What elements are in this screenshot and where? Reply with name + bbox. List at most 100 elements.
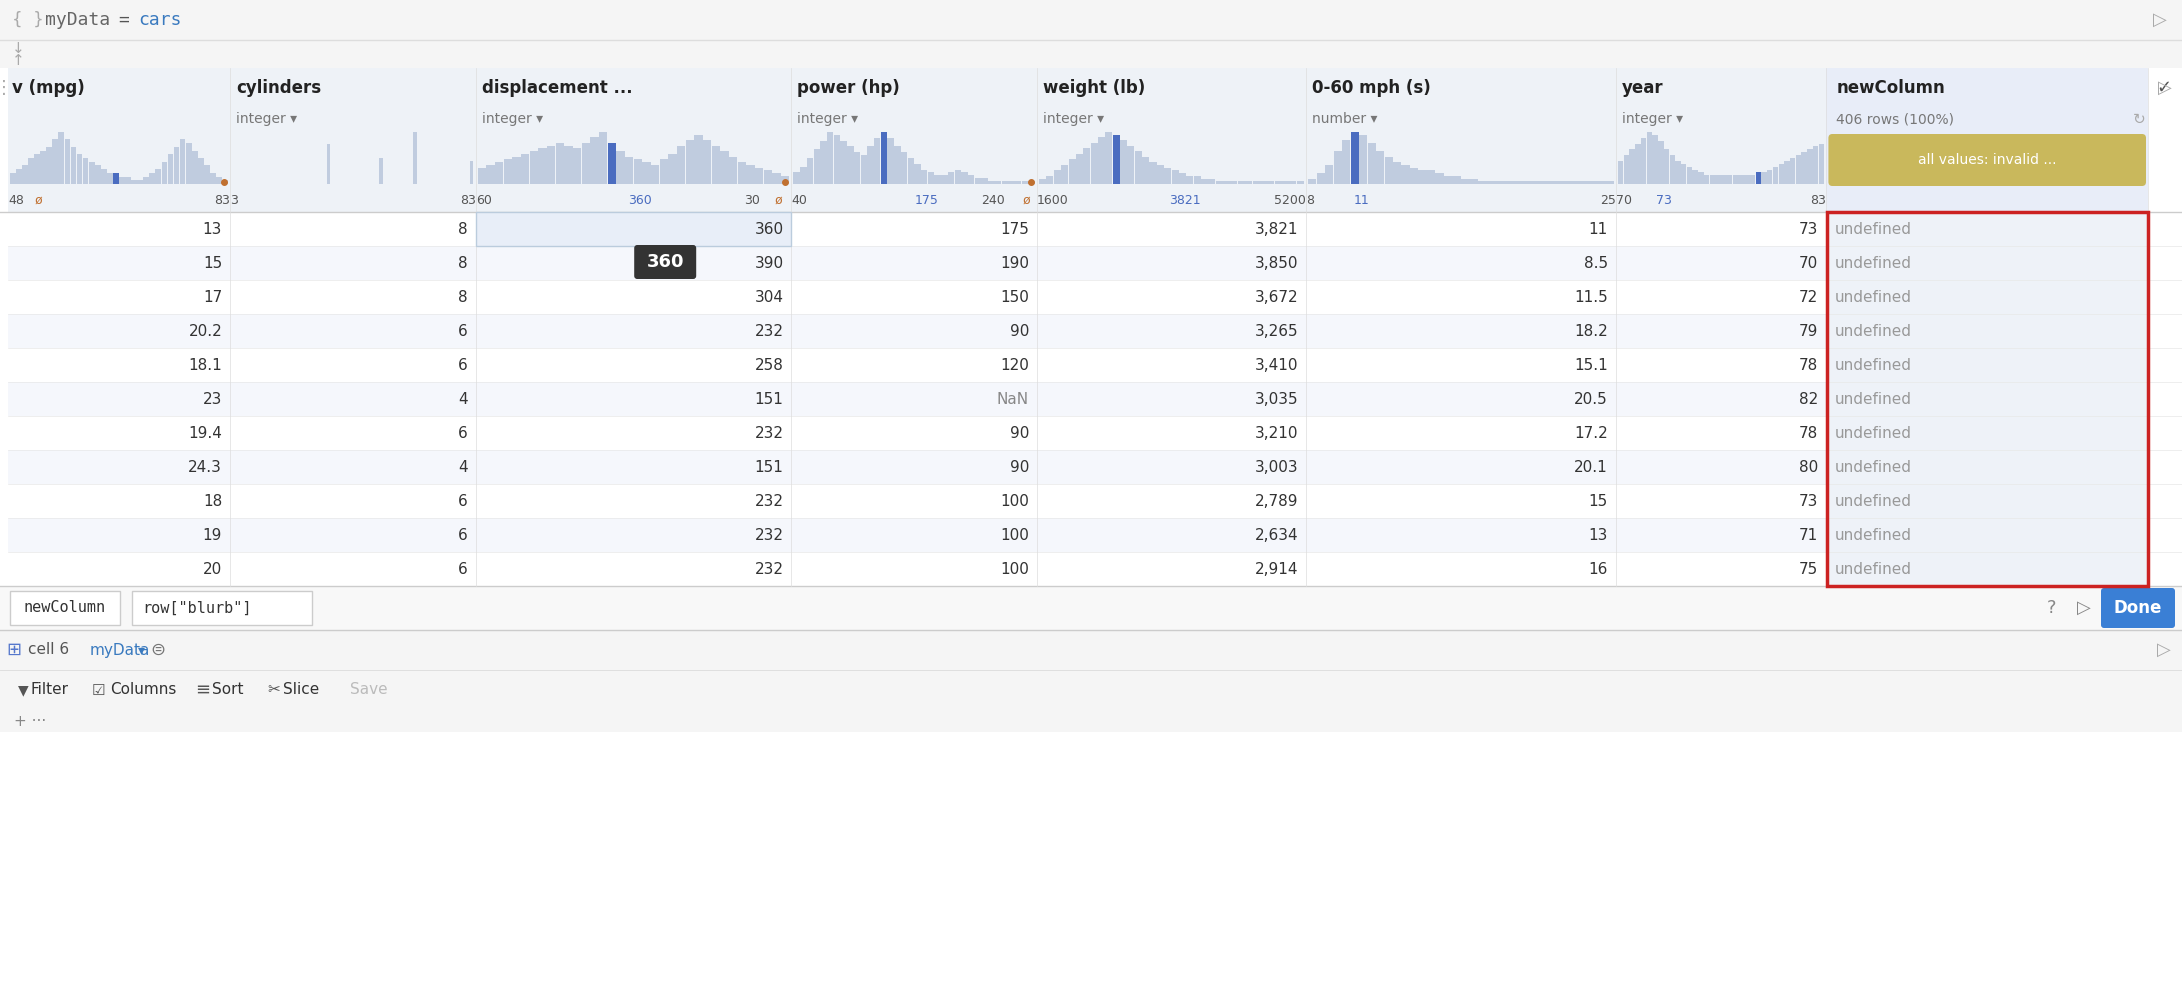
Text: undefined: undefined <box>1835 562 1911 576</box>
Text: 11.5: 11.5 <box>1573 290 1608 304</box>
Bar <box>738 162 746 184</box>
Bar <box>52 139 59 184</box>
Bar <box>947 173 954 184</box>
Text: Slice: Slice <box>284 682 319 697</box>
Bar <box>11 173 15 184</box>
Bar <box>720 151 729 184</box>
Bar <box>1128 145 1135 184</box>
Text: 70: 70 <box>1800 255 1818 270</box>
Text: 8: 8 <box>458 222 467 237</box>
Bar <box>131 181 137 184</box>
Bar <box>694 135 703 184</box>
Text: 4: 4 <box>458 392 467 407</box>
Text: ø: ø <box>35 193 41 206</box>
Bar <box>1693 170 1698 184</box>
Text: v (mpg): v (mpg) <box>11 79 85 97</box>
Text: ⋮: ⋮ <box>0 79 13 97</box>
Text: ▼: ▼ <box>17 683 28 697</box>
Bar <box>9 212 2038 246</box>
Bar <box>1486 182 1495 184</box>
Bar <box>11 591 120 625</box>
Bar <box>46 147 52 184</box>
Bar <box>676 145 685 184</box>
Text: ?: ? <box>2047 599 2058 617</box>
Bar <box>1796 155 1800 184</box>
Bar <box>100 169 107 184</box>
Bar <box>1772 167 1778 184</box>
Bar <box>1477 182 1486 184</box>
Bar <box>530 151 539 184</box>
Text: undefined: undefined <box>1835 460 1911 474</box>
Text: 6: 6 <box>458 323 467 339</box>
Bar <box>15 169 22 184</box>
Bar <box>495 162 504 184</box>
Text: 150: 150 <box>999 290 1030 304</box>
Text: =: = <box>118 11 129 29</box>
Bar <box>969 176 975 184</box>
Text: 19: 19 <box>203 527 223 542</box>
Text: 232: 232 <box>755 323 783 339</box>
Bar <box>1324 165 1333 184</box>
Text: 232: 232 <box>755 527 783 542</box>
Bar <box>1726 176 1733 184</box>
Bar <box>1826 518 2147 552</box>
Bar <box>1826 348 2147 382</box>
Bar <box>1119 140 1128 184</box>
Bar <box>1098 137 1104 184</box>
Text: 1600: 1600 <box>1036 193 1069 206</box>
Bar <box>548 145 556 184</box>
Text: 24.3: 24.3 <box>188 460 223 474</box>
Text: 73: 73 <box>1798 222 1818 237</box>
Text: weight (lb): weight (lb) <box>1043 79 1146 97</box>
Bar <box>1113 135 1119 184</box>
Text: cars: cars <box>137 11 181 29</box>
Bar <box>591 137 598 184</box>
Bar <box>600 132 607 184</box>
Text: 15.1: 15.1 <box>1573 357 1608 372</box>
Text: 304: 304 <box>755 290 783 304</box>
Text: 3,672: 3,672 <box>1255 290 1298 304</box>
Text: 258: 258 <box>755 357 783 372</box>
Bar <box>113 173 118 184</box>
Bar <box>124 177 131 184</box>
Bar <box>988 181 995 184</box>
Text: Sort: Sort <box>212 682 244 697</box>
Bar <box>1054 170 1060 184</box>
Bar <box>1333 151 1342 184</box>
Bar <box>0 630 2182 670</box>
Text: 13: 13 <box>203 222 223 237</box>
Bar <box>9 68 2038 212</box>
Text: 13: 13 <box>1588 527 1608 542</box>
Text: undefined: undefined <box>1835 222 1911 237</box>
Bar <box>1538 182 1545 184</box>
Text: 151: 151 <box>755 392 783 407</box>
Bar <box>9 450 2038 484</box>
Bar <box>1209 179 1215 184</box>
Bar <box>801 167 807 184</box>
Text: 25: 25 <box>1599 193 1617 206</box>
Bar <box>161 162 168 184</box>
Bar <box>1826 246 2147 280</box>
Text: 175: 175 <box>999 222 1030 237</box>
Bar <box>1156 165 1163 184</box>
Text: 232: 232 <box>755 425 783 441</box>
Bar <box>1410 168 1418 184</box>
Text: 90: 90 <box>1010 425 1030 441</box>
Bar <box>1444 176 1453 184</box>
Text: 190: 190 <box>999 255 1030 270</box>
Bar <box>504 159 513 184</box>
Bar <box>1141 157 1150 184</box>
Bar <box>1521 182 1530 184</box>
Bar <box>1259 182 1268 184</box>
Text: Save: Save <box>349 682 388 697</box>
Bar <box>1715 176 1722 184</box>
Bar <box>820 140 827 184</box>
Bar <box>914 164 921 184</box>
Bar <box>875 137 879 184</box>
Bar <box>412 132 417 184</box>
Text: 2,634: 2,634 <box>1255 527 1298 542</box>
Bar <box>35 154 39 184</box>
FancyBboxPatch shape <box>2101 588 2175 628</box>
Bar <box>107 173 113 184</box>
Bar <box>1503 182 1512 184</box>
